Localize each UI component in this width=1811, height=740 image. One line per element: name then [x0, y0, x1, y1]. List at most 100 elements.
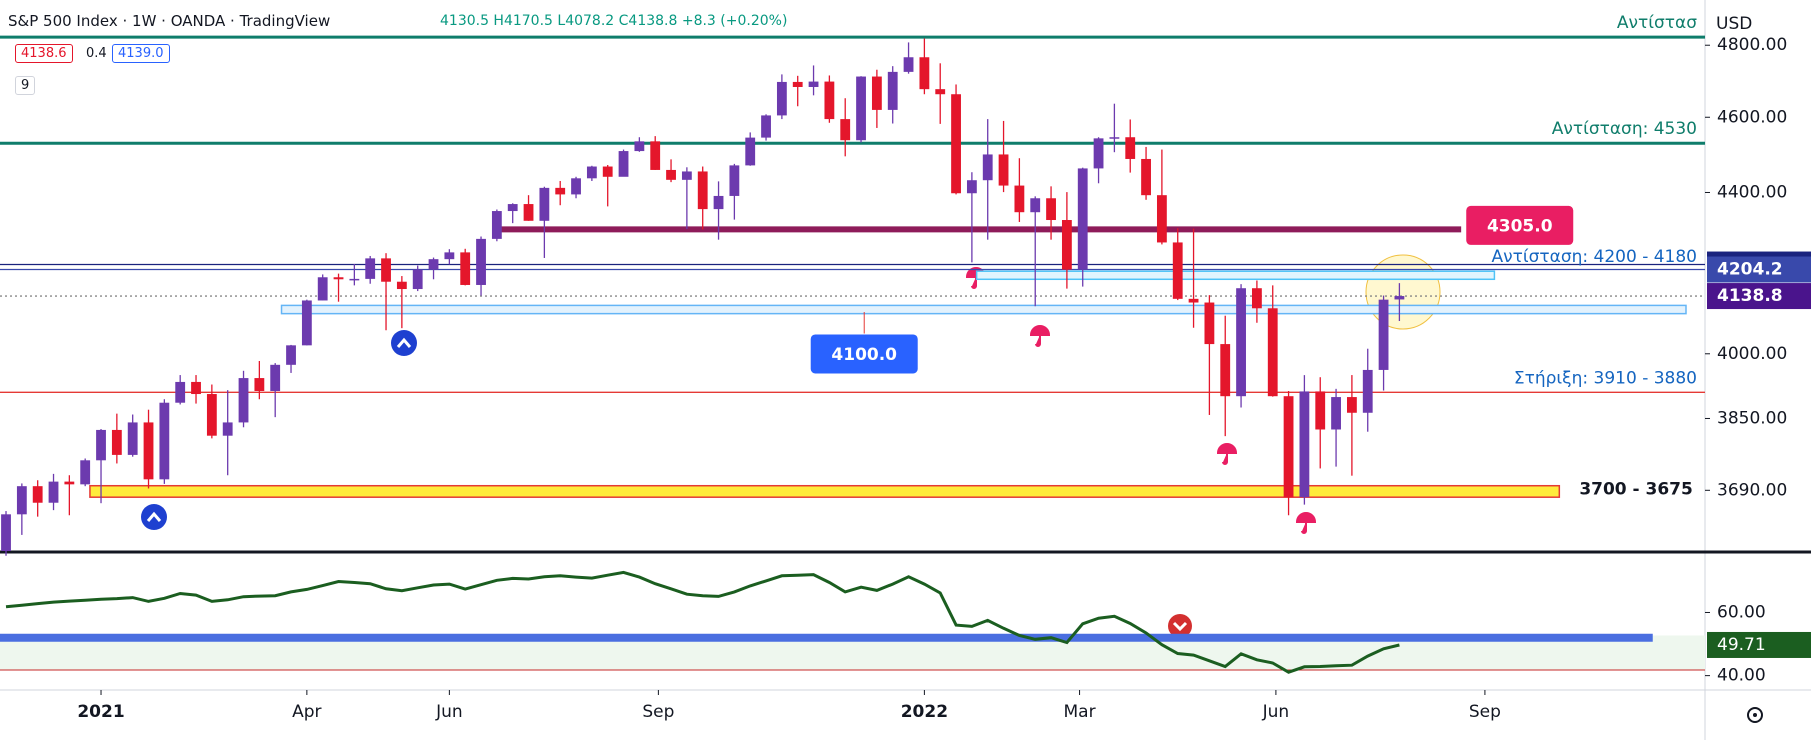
candle-body [840, 119, 851, 141]
settings-icon[interactable] [1747, 707, 1763, 723]
candle-body [697, 171, 708, 210]
price-tag-label: 4305.0 [1487, 216, 1553, 236]
candle-body [175, 381, 186, 403]
candle-body [111, 429, 122, 455]
candle-body [745, 137, 756, 166]
candle-body [761, 115, 771, 138]
candle-body [1299, 391, 1310, 498]
candle-body [1, 514, 11, 551]
candle-body [1236, 288, 1246, 397]
candle-body [650, 141, 661, 170]
candle-body [349, 278, 360, 281]
oscillator-line [5, 570, 1400, 674]
candle-body [254, 378, 265, 391]
candle-body [1331, 397, 1341, 430]
level-band [975, 270, 1496, 281]
candle-body [919, 57, 930, 90]
candle-body [476, 238, 486, 285]
y-tick-label: 4400.00 [1717, 182, 1787, 202]
level-label: Αντίσταση: 4530 [1552, 119, 1697, 139]
candle-body [523, 204, 534, 221]
candle-body [887, 71, 898, 110]
symbol-title: S&P 500 Index · 1W · OANDA · TradingView [8, 12, 331, 30]
candle-body [191, 381, 201, 395]
candle-body [681, 171, 692, 180]
candle-body [1093, 138, 1104, 169]
candle-body [507, 204, 518, 212]
candle-body [1362, 369, 1373, 413]
candle-body [634, 141, 645, 152]
x-tick-label: 2021 [77, 702, 124, 722]
candle-body [666, 169, 676, 180]
candle-body [1125, 137, 1136, 159]
candle-body [1077, 168, 1088, 270]
candle-body [808, 81, 819, 87]
candle-body [412, 269, 423, 290]
candle-body [159, 402, 170, 480]
candle-body [317, 277, 328, 301]
candle-body [381, 258, 391, 282]
candle-body [1014, 185, 1025, 213]
candle-body [1204, 302, 1215, 345]
oscillator-tag [1707, 631, 1811, 658]
bid-price[interactable]: 4138.6 [15, 44, 73, 63]
currency[interactable]: USD [1716, 14, 1753, 34]
candle-body [396, 281, 407, 290]
x-tick-label: Jun [435, 702, 463, 722]
candle-body [602, 166, 613, 177]
candle-body [1394, 296, 1405, 300]
candle-body [951, 94, 961, 194]
candle-body [301, 300, 312, 346]
candle-body [1109, 137, 1120, 139]
candle-body [1046, 198, 1056, 221]
axis-price-tag-label: 4204.2 [1717, 260, 1783, 280]
candle-body [80, 460, 91, 485]
indicator-toggle[interactable]: 9 [15, 76, 36, 95]
candle-body [222, 422, 233, 436]
candle-body [1267, 308, 1278, 397]
ask-price[interactable]: 4139.0 [112, 44, 170, 63]
candle-body [903, 57, 914, 72]
level-label: Στήριξη: 3910 - 3880 [1514, 368, 1697, 388]
candle-body [935, 89, 946, 95]
ohlc-legend: 4130.5 H4170.5 L4078.2 C4138.8 +8.3 (+0.… [440, 13, 788, 29]
y-tick-label: 4600.00 [1717, 107, 1787, 127]
candle-body [998, 154, 1009, 186]
candle-body [96, 429, 106, 461]
candle-body [1188, 298, 1199, 303]
level-label: Αντίσταση: 4200 - 4180 [1492, 247, 1697, 267]
candle-body [48, 481, 59, 503]
candle-body [270, 364, 281, 391]
axis-price-tag [1707, 283, 1811, 310]
arrow-up-marker [391, 330, 417, 356]
candle-body [1251, 288, 1262, 309]
candle-body [365, 258, 376, 279]
candle-body [460, 252, 471, 285]
price-tag [809, 333, 919, 375]
candle-body [428, 259, 439, 270]
candle-body [238, 378, 249, 423]
candle-body [792, 81, 803, 87]
candle-body [1346, 397, 1357, 413]
candle-body [571, 178, 581, 195]
candle-body [776, 81, 787, 116]
candle-body [1378, 299, 1389, 370]
candle-body [1061, 220, 1072, 270]
axis-price-tag [1707, 256, 1811, 283]
spread: 0.4 [86, 46, 107, 61]
candle-body [618, 151, 629, 177]
candle-body [856, 76, 866, 141]
level-label: 3700 - 3675 [1579, 480, 1693, 500]
y-tick-label: 3690.00 [1717, 480, 1787, 500]
candle-body [16, 486, 27, 515]
candle-body [713, 195, 724, 210]
candle-body [286, 345, 296, 365]
candle-body [32, 486, 43, 503]
candle-body [824, 81, 835, 120]
candle-body [1156, 195, 1167, 243]
x-tick-label: Jun [1262, 702, 1290, 722]
candle-body [586, 166, 597, 179]
candle-body [539, 187, 550, 221]
